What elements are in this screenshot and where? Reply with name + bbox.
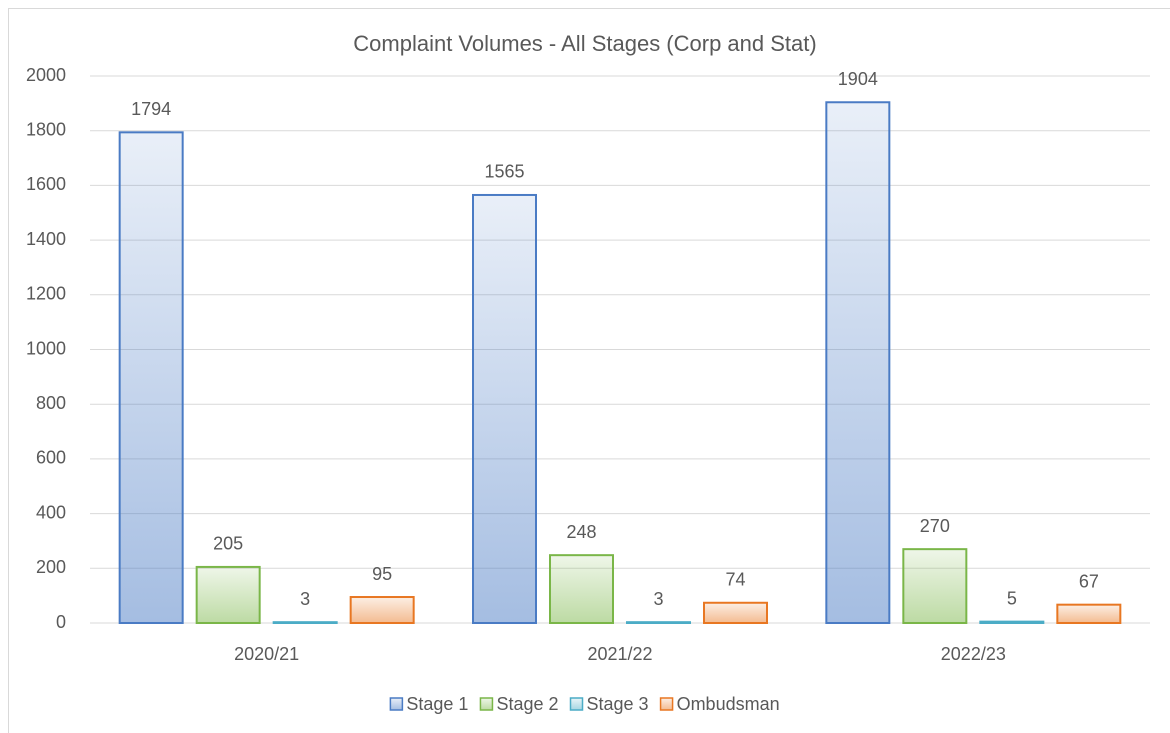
y-tick-label: 1400 <box>26 229 66 249</box>
data-label: 1794 <box>131 99 171 119</box>
legend-label: Ombudsman <box>677 694 780 714</box>
data-label: 67 <box>1079 571 1099 591</box>
y-tick-label: 800 <box>36 393 66 413</box>
y-tick-label: 1800 <box>26 119 66 139</box>
bar <box>272 621 338 625</box>
legend-label: Stage 2 <box>496 694 558 714</box>
bar <box>703 601 768 624</box>
legend-swatch <box>389 697 404 711</box>
bar <box>979 620 1045 625</box>
chart-title: Complaint Volumes - All Stages (Corp and… <box>353 31 816 56</box>
y-tick-label: 0 <box>56 612 66 632</box>
chart-border <box>8 8 1170 733</box>
bar <box>825 101 891 625</box>
bar <box>549 554 614 624</box>
y-tick-label: 200 <box>36 557 66 577</box>
bar <box>118 131 184 624</box>
bar <box>349 596 415 625</box>
y-tick-label: 1200 <box>26 284 66 304</box>
data-label: 95 <box>372 564 392 584</box>
data-label: 5 <box>1007 588 1017 608</box>
y-tick-label: 600 <box>36 448 66 468</box>
bar <box>195 565 261 624</box>
data-label: 74 <box>725 570 745 590</box>
data-label: 3 <box>653 589 663 609</box>
legend-swatch <box>659 697 674 711</box>
data-label: 270 <box>920 516 950 536</box>
x-tick-label: 2020/21 <box>234 644 299 664</box>
bar <box>626 621 691 625</box>
legend-swatch <box>479 697 494 711</box>
data-label: 1904 <box>838 69 878 89</box>
data-label: 1565 <box>484 162 524 182</box>
bar <box>1056 603 1122 624</box>
legend-label: Stage 1 <box>406 694 468 714</box>
y-tick-label: 1600 <box>26 174 66 194</box>
x-tick-label: 2021/22 <box>587 644 652 664</box>
x-tick-label: 2022/23 <box>941 644 1006 664</box>
data-label: 3 <box>300 589 310 609</box>
data-label: 205 <box>213 534 243 554</box>
legend-swatch <box>569 697 584 711</box>
y-tick-label: 400 <box>36 502 66 522</box>
legend-label: Stage 3 <box>587 694 649 714</box>
bar <box>472 193 537 624</box>
bar <box>902 548 968 625</box>
y-tick-label: 1000 <box>26 338 66 358</box>
y-tick-label: 2000 <box>26 65 66 85</box>
data-label: 248 <box>566 522 596 542</box>
